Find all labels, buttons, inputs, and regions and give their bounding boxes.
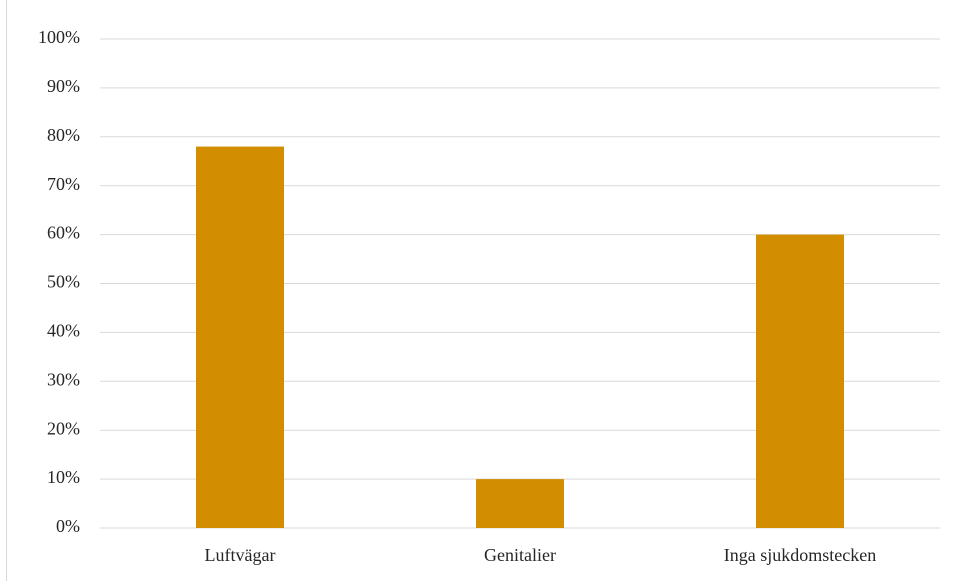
- x-tick-label: Inga sjukdomstecken: [724, 545, 876, 565]
- x-axis-tick-labels: Luftvägar Genitalier Inga sjukdomstecken: [205, 545, 877, 565]
- y-tick-label: 50%: [47, 272, 80, 292]
- x-tick-label: Luftvägar: [205, 545, 276, 565]
- y-tick-label: 90%: [47, 76, 80, 96]
- y-tick-label: 10%: [47, 467, 80, 487]
- bar: [756, 234, 844, 528]
- y-tick-label: 20%: [47, 418, 80, 438]
- y-tick-label: 40%: [47, 321, 80, 341]
- y-tick-label: 0%: [56, 516, 80, 536]
- y-tick-label: 70%: [47, 174, 80, 194]
- y-tick-label: 30%: [47, 369, 80, 389]
- y-tick-label: 100%: [38, 27, 80, 47]
- y-tick-label: 80%: [47, 125, 80, 145]
- bar: [196, 146, 284, 528]
- y-tick-label: 60%: [47, 223, 80, 243]
- x-tick-label: Genitalier: [484, 545, 556, 565]
- y-axis-tick-labels: 0% 10% 20% 30% 40% 50% 60% 70% 80% 90% 100%: [38, 27, 80, 536]
- bar: [476, 479, 564, 528]
- bars: [196, 146, 844, 528]
